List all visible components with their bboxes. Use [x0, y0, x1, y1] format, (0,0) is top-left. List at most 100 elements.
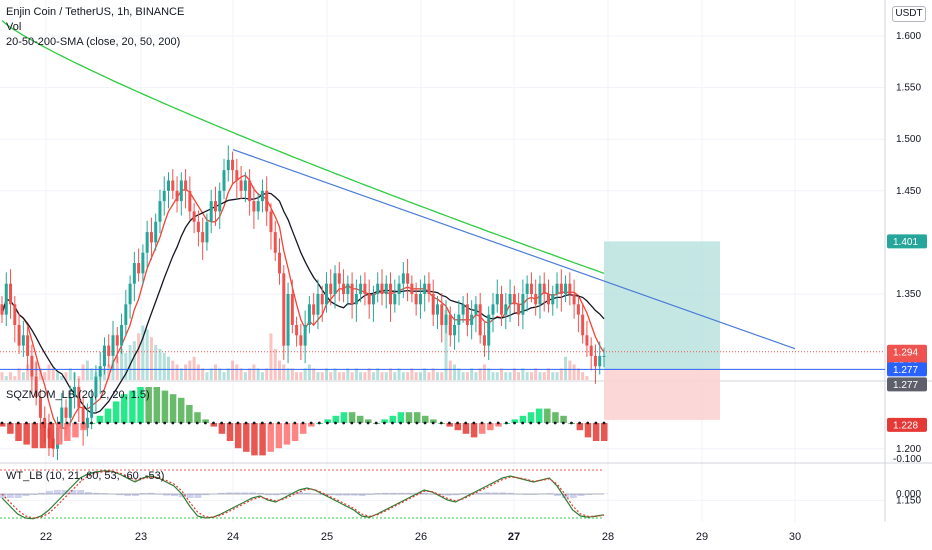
wt-diff-bar — [421, 492, 429, 494]
candle-body — [593, 355, 597, 367]
volume-bar — [218, 368, 222, 380]
wavetrend-panel — [0, 469, 608, 520]
volume-bar — [546, 368, 550, 380]
volume-bar — [231, 360, 235, 380]
stop-price-tag-bg — [887, 417, 927, 432]
position-zones[interactable] — [604, 241, 720, 420]
sqz-bar — [478, 423, 486, 434]
wt-diff-bar — [77, 490, 85, 494]
sqz-bar — [527, 412, 535, 423]
candle-body — [81, 407, 85, 429]
volume-bar — [81, 364, 85, 380]
sma50-line — [1, 192, 605, 414]
sqz-zero-dot — [252, 421, 256, 425]
candle-body — [256, 201, 260, 212]
candle-body — [320, 294, 324, 305]
candle-body — [137, 263, 141, 274]
sqz-bar — [251, 423, 258, 456]
sqz-zero-dot — [293, 421, 297, 425]
volume-bar — [282, 364, 286, 380]
wt-diff-bar — [483, 492, 491, 494]
candle-body — [440, 304, 444, 325]
volume-bar — [508, 372, 512, 380]
sqz-zero-dot — [8, 421, 12, 425]
date-tick: 27 — [508, 531, 520, 543]
volume-bar — [26, 364, 30, 380]
sqz-zero-dot — [537, 421, 541, 425]
candle-body — [329, 283, 333, 294]
candle-body — [124, 304, 128, 325]
volume-bar — [427, 372, 431, 380]
volume-bar — [278, 360, 282, 380]
candle-body — [98, 366, 102, 377]
sqz-zero-dot — [561, 421, 565, 425]
sqz-zero-dot — [65, 421, 69, 425]
trendline — [232, 148, 796, 350]
candle-body — [231, 159, 235, 171]
candle-body — [115, 335, 119, 346]
volume-bar — [43, 372, 47, 380]
wt-diff-bar — [358, 494, 366, 496]
sqz-zero-dot — [513, 421, 516, 425]
volume-bar — [209, 368, 213, 380]
candle-body — [26, 335, 30, 356]
volume-bar — [295, 372, 299, 380]
sqz-zero-dot — [212, 421, 215, 425]
candle-body — [461, 304, 465, 315]
wt-diff-bar — [171, 494, 178, 496]
sqz-zero-dot — [334, 421, 337, 425]
time-axis[interactable]: 22 23 24 25 26 27 28 29 30 — [40, 531, 801, 543]
entry-price-tag-2-bg — [887, 377, 927, 392]
date-tick: 30 — [789, 531, 801, 543]
volume-bar — [149, 337, 153, 380]
candle-body — [260, 190, 264, 202]
sqz-zero-dot — [138, 421, 142, 425]
volume-bar — [414, 372, 418, 380]
volume-bar — [393, 372, 397, 380]
sqz-bar — [145, 387, 152, 423]
candle-body — [521, 294, 525, 315]
volume-bar — [529, 372, 533, 380]
sqz-zero-dot — [382, 421, 386, 425]
volume-bar — [329, 372, 333, 380]
volume-bar — [440, 372, 444, 380]
wt-diff-bar — [577, 494, 585, 496]
volume-bar — [478, 368, 482, 380]
volume-bar — [367, 368, 371, 380]
candle-body — [154, 221, 158, 243]
candle-body — [175, 190, 179, 202]
entry-price-tag-bg — [887, 362, 927, 377]
sqz-zero-dot — [106, 421, 110, 425]
candle-body — [564, 283, 568, 294]
wt-diff-bar — [85, 492, 92, 494]
sqz-bar — [218, 423, 226, 434]
candle-body — [333, 273, 337, 294]
candle-body — [295, 324, 299, 336]
candle-body — [598, 355, 602, 367]
sqz-bar — [535, 408, 543, 423]
volume-bar — [90, 368, 94, 380]
candle-body — [64, 407, 68, 418]
candle-body — [346, 283, 350, 294]
wt-diff-bar — [92, 492, 100, 494]
wt-tick: 0.000 — [896, 489, 921, 500]
candle-body — [337, 273, 341, 284]
sqz-zero-dot — [90, 421, 93, 425]
candle-body — [278, 252, 282, 274]
volume-bar — [265, 368, 269, 380]
volume-bar — [38, 368, 42, 380]
wt-diff-bar — [585, 494, 593, 495]
sqz-zero-dot — [594, 421, 598, 425]
volume-bar — [137, 333, 141, 380]
currency-badge[interactable]: USDT — [892, 6, 926, 22]
volume-bar — [482, 364, 486, 380]
sma20-line — [1, 174, 605, 429]
sqz-bar — [55, 423, 63, 445]
candle-body — [188, 190, 192, 212]
sqz-zero-dot — [244, 421, 248, 425]
date-tick: 26 — [415, 531, 427, 543]
candle-body — [184, 180, 188, 191]
sqz-bar — [422, 415, 429, 423]
price-axis[interactable]: 1.6001.5501.5001.4501.3501.2001.1500.100… — [887, 31, 927, 506]
